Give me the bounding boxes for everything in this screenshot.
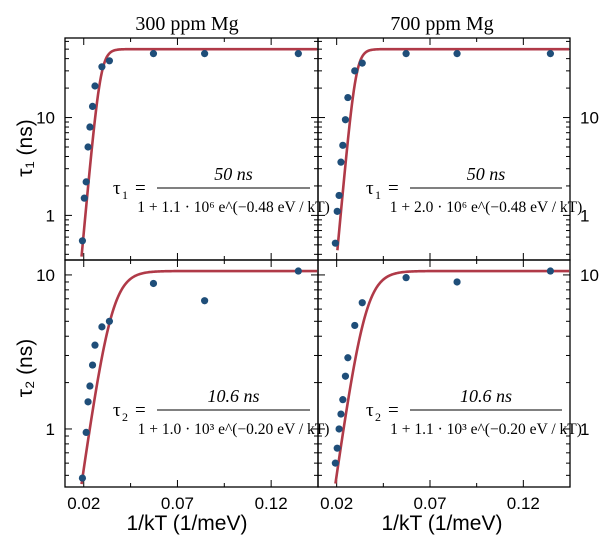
equation-denominator: 1 + 1.1 · 10³ e^(−0.20 eV / kT)	[390, 421, 582, 438]
data-point	[82, 178, 90, 186]
data-point	[294, 50, 302, 58]
x-tick-label: 0.07	[413, 494, 446, 513]
data-point	[105, 57, 114, 65]
data-point	[351, 321, 359, 330]
x-tick-label: 0.12	[255, 494, 288, 513]
equation-subscript: 1	[122, 188, 128, 202]
fit-curve	[334, 269, 570, 484]
fit-curve	[80, 47, 318, 257]
equation-numerator: 50 ns	[467, 164, 506, 184]
y-tick-label: 10	[36, 109, 55, 128]
data-point	[333, 444, 341, 452]
x-tick-label: 0.02	[67, 494, 100, 513]
equation-equals: =	[135, 400, 146, 421]
equation-subscript: 2	[375, 410, 381, 424]
data-point	[84, 398, 92, 406]
data-point	[402, 50, 410, 58]
x-axis-title-right: 1/kT (1/meV)	[382, 512, 503, 535]
equation-denominator: 1 + 1.0 · 10³ e^(−0.20 eV / kT)	[138, 421, 330, 438]
data-point	[86, 123, 94, 131]
equation-subscript: 2	[122, 410, 128, 424]
equation-equals: =	[135, 178, 146, 199]
equation-lhs: τ	[366, 400, 374, 421]
data-point	[331, 239, 339, 247]
fit-curve	[336, 47, 570, 251]
data-point	[453, 278, 461, 286]
data-point	[453, 50, 461, 58]
x-tick-label: 0.07	[161, 494, 194, 513]
data-point	[98, 63, 106, 71]
panel-frame	[317, 259, 571, 488]
column-title-700ppm: 700 ppm Mg	[390, 13, 493, 35]
data-point	[98, 323, 106, 331]
data-point	[335, 191, 343, 200]
data-point	[294, 267, 302, 275]
data-point	[546, 50, 555, 58]
data-point	[339, 396, 347, 404]
equation-equals: =	[388, 178, 399, 199]
data-point	[402, 274, 410, 282]
data-point	[344, 93, 352, 102]
y-tick-label: 10	[580, 266, 599, 285]
equation-numerator: 50 ns	[214, 164, 253, 184]
y-tick-label: 1	[46, 206, 55, 225]
data-point	[333, 207, 341, 215]
data-point	[149, 50, 158, 58]
fit-curve	[80, 269, 318, 485]
data-point	[78, 474, 87, 482]
data-point	[105, 317, 114, 325]
data-point	[91, 341, 99, 349]
y-axis-title-tau1: τ₁ (ns)	[14, 119, 37, 176]
equation-numerator: 10.6 ns	[460, 386, 512, 406]
data-point	[337, 410, 345, 418]
data-point	[546, 267, 555, 275]
panel-frame	[64, 259, 319, 488]
data-point	[344, 354, 352, 362]
data-point	[201, 50, 209, 58]
y-tick-label: 1	[580, 420, 589, 439]
equation-numerator: 10.6 ns	[207, 386, 259, 406]
data-point	[84, 143, 92, 151]
data-point	[78, 237, 87, 245]
data-point	[341, 116, 350, 124]
data-point	[80, 194, 88, 202]
data-point	[341, 372, 350, 380]
data-point	[358, 59, 366, 67]
data-point	[82, 428, 90, 436]
data-point	[358, 299, 366, 307]
y-axis-title-tau2: τ₂ (ns)	[14, 339, 37, 397]
data-point	[339, 141, 347, 149]
equation-subscript: 1	[375, 188, 381, 202]
data-point	[88, 361, 97, 369]
equation-denominator: 1 + 2.0 · 10⁶ e^(−0.48 eV / kT)	[390, 199, 583, 216]
data-point	[337, 158, 345, 166]
equation-lhs: τ	[366, 178, 374, 199]
data-point	[335, 425, 343, 433]
data-point	[351, 67, 359, 75]
data-point	[201, 297, 209, 305]
equation-denominator: 1 + 1.1 · 10⁶ e^(−0.48 eV / kT)	[137, 199, 330, 216]
data-point	[149, 279, 158, 288]
data-point	[91, 82, 99, 90]
data-point	[331, 459, 339, 467]
x-tick-label: 0.02	[320, 494, 353, 513]
panel-tau2-700ppm: 1 10 0.02 0.07 0.12 τ 2 = 10.6 ns 1 + 1.1 · 10³ e…	[317, 259, 599, 513]
data-point	[86, 382, 94, 390]
column-title-300ppm: 300 ppm Mg	[135, 13, 238, 35]
equation-lhs: τ	[113, 400, 121, 421]
x-axis-title-left: 1/kT (1/meV)	[127, 512, 248, 535]
x-tick-label: 0.12	[507, 494, 540, 513]
y-tick-label: 10	[580, 109, 599, 128]
panel-tau2-300ppm: 1 10 0.02 0.07 0.12 τ 2 = 10.6 ns 1 + 1.0 · 10³ e…	[36, 259, 330, 513]
equation-lhs: τ	[113, 178, 121, 199]
y-tick-label: 1	[46, 420, 55, 439]
equation-equals: =	[388, 400, 399, 421]
y-tick-label: 10	[36, 266, 55, 285]
data-point	[88, 102, 97, 110]
y-tick-label: 1	[580, 206, 589, 225]
